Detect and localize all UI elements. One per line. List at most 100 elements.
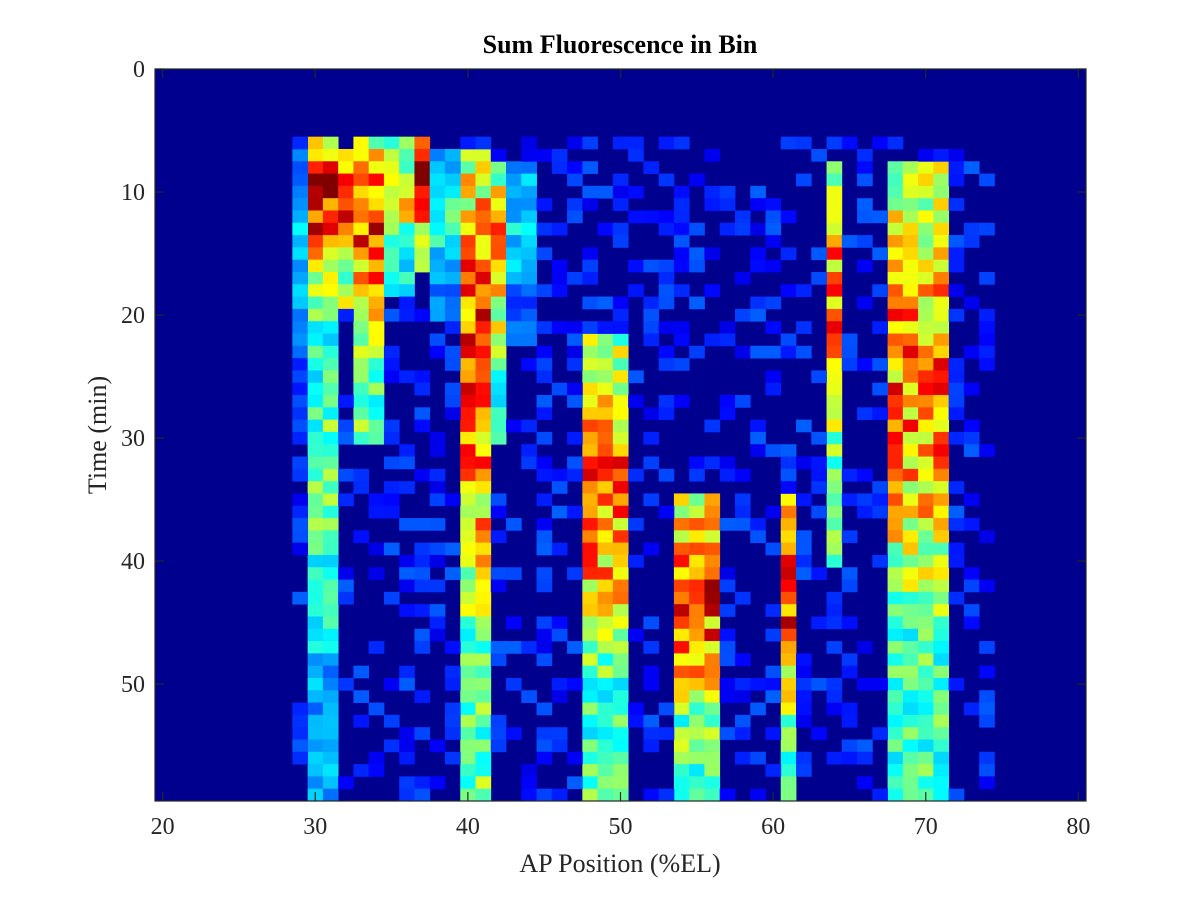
heatmap-cell (292, 727, 309, 740)
heatmap-cell (673, 554, 690, 568)
heatmap-cell (444, 185, 461, 199)
heatmap-cell (383, 481, 400, 494)
heatmap-cell (536, 407, 553, 421)
heatmap-cell (643, 308, 660, 322)
heatmap-cell (567, 751, 583, 765)
heatmap-cell (643, 456, 660, 470)
heatmap-cell (536, 567, 553, 580)
heatmap-cell (307, 321, 324, 334)
heatmap-cell (567, 468, 583, 482)
heatmap-cell (597, 468, 614, 482)
heatmap-cell (338, 148, 354, 162)
heatmap-cell (704, 653, 721, 667)
heatmap-cell (857, 358, 873, 371)
heatmap-cell (521, 222, 537, 236)
heatmap-cell (872, 247, 888, 261)
heatmap-cell (353, 210, 370, 224)
heatmap-cell (399, 185, 415, 199)
heatmap-cell (338, 468, 354, 482)
heatmap-cell (490, 407, 507, 421)
heatmap-cell (460, 444, 476, 457)
heatmap-cell (918, 284, 934, 297)
heatmap-cell (948, 247, 965, 261)
heatmap-cell (521, 788, 537, 802)
heatmap-cell (444, 284, 461, 297)
heatmap-cell (460, 431, 476, 445)
heatmap-cell (658, 284, 675, 297)
heatmap-cell (689, 259, 705, 273)
heatmap-cell (612, 419, 629, 433)
heatmap-cell (811, 727, 827, 740)
heatmap-cell (414, 210, 431, 224)
heatmap-cell (658, 702, 675, 716)
heatmap-cell (902, 493, 919, 507)
heatmap-cell (399, 210, 415, 224)
heatmap-cell (887, 702, 904, 716)
heatmap-cell (597, 542, 614, 556)
heatmap-cell (506, 677, 522, 691)
heatmap-cell (963, 296, 980, 310)
heatmap-cell (826, 444, 843, 457)
heatmap-cell (399, 161, 415, 174)
heatmap-cell (338, 579, 354, 593)
heatmap-cell (918, 321, 934, 334)
heatmap-cell (429, 333, 446, 347)
heatmap-cell (750, 308, 766, 322)
heatmap-cell (536, 727, 553, 740)
heatmap-cell (307, 444, 324, 457)
heatmap-cell (796, 567, 812, 580)
heatmap-cell (307, 419, 324, 433)
heatmap-cell (673, 259, 690, 273)
heatmap-cell (979, 579, 995, 593)
heatmap-cell (292, 161, 309, 174)
heatmap-cell (719, 395, 736, 408)
heatmap-cell (383, 431, 400, 445)
heatmap-cell (979, 641, 995, 654)
heatmap-cell (719, 641, 736, 654)
heatmap-cell (963, 567, 980, 580)
heatmap-cell (612, 185, 629, 199)
heatmap-cell (780, 481, 797, 494)
heatmap-cell (460, 222, 476, 236)
heatmap-cell (460, 136, 476, 150)
heatmap-cell (597, 382, 614, 396)
heatmap-cell (521, 185, 537, 199)
heatmap-cell (383, 493, 400, 507)
heatmap-cell (673, 493, 690, 507)
heatmap-cell (490, 530, 507, 544)
heatmap-cell (780, 690, 797, 703)
heatmap-cell (734, 345, 751, 359)
heatmap-cell (353, 481, 370, 494)
heatmap-cell (887, 247, 904, 261)
heatmap-cell (948, 554, 965, 568)
heatmap-cell (918, 628, 934, 642)
heatmap-cell (933, 604, 950, 617)
heatmap-cell (872, 407, 888, 421)
heatmap-cell (857, 505, 873, 519)
heatmap-cell (551, 161, 568, 174)
heatmap-cell (444, 493, 461, 507)
heatmap-cell (536, 542, 553, 556)
heatmap-cell (612, 308, 629, 322)
heatmap-cell (765, 222, 782, 236)
heatmap-cell (933, 382, 950, 396)
heatmap-cell (307, 222, 324, 236)
heatmap-cell (612, 173, 629, 187)
heatmap-cell (979, 321, 995, 334)
heatmap-cell (902, 579, 919, 593)
heatmap-cell (933, 235, 950, 248)
heatmap-cell (704, 739, 721, 753)
heatmap-cell (414, 185, 431, 199)
heatmap-cell (658, 271, 675, 285)
heatmap-cell (444, 210, 461, 224)
heatmap-cell (582, 628, 599, 642)
heatmap-cell (902, 542, 919, 556)
heatmap-cell (796, 136, 812, 150)
heatmap-cell (444, 665, 461, 679)
heatmap-cell (857, 641, 873, 654)
heatmap-cell (933, 456, 950, 470)
heatmap-cell (582, 345, 599, 359)
heatmap-cell (414, 136, 431, 150)
heatmap-cell (307, 345, 324, 359)
heatmap-cell (750, 296, 766, 310)
